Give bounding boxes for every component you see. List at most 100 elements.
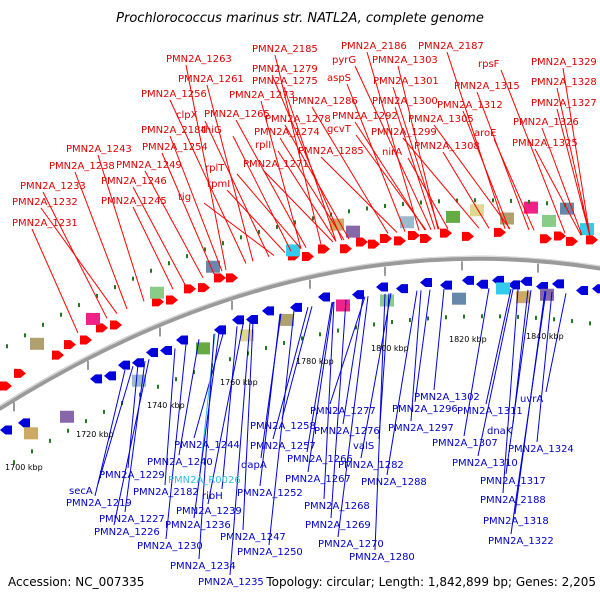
feature-tile	[446, 210, 460, 223]
gene-label-top: clpX	[176, 110, 198, 121]
callout-line-top	[366, 51, 420, 231]
ring-tick	[427, 316, 429, 321]
ring-tick	[474, 198, 476, 203]
callout-line-bottom	[414, 289, 431, 403]
ring-tick	[168, 261, 170, 266]
gene-label-bottom: PMN2A_1282	[338, 460, 404, 471]
ring-tick	[535, 315, 537, 320]
forward-gene-arrow	[420, 233, 432, 243]
forward-gene-arrow	[368, 239, 380, 249]
gene-label-bottom: PMN2A_1296	[392, 404, 458, 415]
genome-backbone-highlight	[0, 255, 600, 407]
forward-gene-arrow	[198, 283, 210, 293]
callout-line-bottom	[536, 291, 553, 443]
gene-label-top: PMN2A_1249	[116, 160, 182, 171]
callout-line-bottom	[272, 307, 309, 440]
gene-label-bottom: PMN2A_1219	[66, 498, 132, 509]
ring-tick	[6, 344, 8, 349]
callout-line-top	[311, 106, 389, 234]
gene-label-top: rplI	[255, 140, 271, 151]
gene-label-top: PMN2A_1245	[101, 196, 167, 207]
ring-tick	[96, 293, 98, 298]
ring-tick	[438, 199, 440, 204]
gene-label-bottom: PMN2A_1240	[147, 457, 213, 468]
ring-tick	[355, 325, 357, 330]
reverse-gene-arrow	[440, 280, 452, 290]
callout-line-bottom	[545, 293, 567, 393]
ring-tick	[67, 428, 69, 433]
callout-line-bottom	[193, 332, 220, 519]
gene-label-top: PMN2A_1305	[408, 114, 474, 125]
forward-gene-arrow	[462, 231, 474, 241]
callout-line-top	[433, 124, 511, 230]
gene-label-top: PMN2A_1263	[166, 54, 232, 65]
callout-line-top	[392, 86, 440, 230]
callout-line-bottom	[221, 326, 238, 490]
feature-tile	[336, 299, 350, 312]
gene-label-top: PMN2A_1256	[141, 89, 207, 100]
gene-label-bottom: PMN2A_1244	[174, 440, 240, 451]
ring-tick	[85, 419, 87, 424]
gene-label-bottom: PMN2A_2188	[480, 495, 546, 506]
callout-line-bottom	[97, 366, 134, 485]
ring-tick	[265, 345, 267, 350]
ring-tick	[402, 202, 404, 207]
genome-title: Prochlorococcus marinus str. NATL2A, com…	[116, 11, 484, 26]
gene-label-bottom: PMN2A_1324	[508, 444, 574, 455]
feature-tile	[196, 342, 210, 355]
ring-tick	[42, 322, 44, 327]
gene-label-top: PMN2A_1231	[12, 218, 78, 229]
forward-gene-arrow	[64, 340, 76, 350]
gene-label-bottom: PMN2A_1288	[361, 477, 427, 488]
gene-label-top: nirA	[382, 147, 402, 158]
gene-label-bottom: PMN2A_1317	[480, 476, 546, 487]
ring-tick	[240, 235, 242, 240]
callout-line-top	[97, 154, 145, 302]
gene-label-top: PMN2A_2187	[418, 41, 484, 52]
gene-label-top: PMN2A_1265	[204, 109, 270, 120]
feature-tile	[496, 282, 510, 295]
scale-label-1740: 1740 kbp	[147, 401, 185, 410]
ring-tick	[229, 357, 231, 362]
gene-label-top: aroE	[474, 128, 496, 139]
callout-line-top	[500, 69, 566, 234]
forward-gene-arrow	[318, 244, 330, 254]
gene-label-bottom: PMN2A_1277	[310, 406, 376, 417]
callout-line-bottom	[307, 301, 334, 473]
ring-tick	[510, 198, 512, 203]
callout-line-top	[144, 170, 204, 279]
accession-text: Accession: NC_007335	[8, 575, 144, 589]
reverse-gene-arrow	[132, 358, 144, 368]
ring-tick	[348, 209, 350, 214]
ring-tick	[186, 254, 188, 259]
gene-label-top: pyrG	[332, 55, 356, 66]
gene-label-bottom: secA	[69, 486, 93, 497]
reverse-gene-arrow	[576, 286, 588, 296]
gene-label-bottom: PMN2A_1280	[349, 552, 415, 563]
callout-line-top	[132, 186, 186, 285]
forward-gene-arrow	[80, 335, 92, 345]
gene-label-top: PMN2A_1286	[292, 96, 358, 107]
forward-gene-arrow	[356, 237, 368, 247]
callout-line-bottom	[485, 288, 512, 405]
forward-gene-arrow	[52, 350, 64, 360]
gene-label-top: PMN2A_1261	[178, 74, 244, 85]
callout-line-top	[271, 74, 343, 241]
ring-tick	[528, 199, 530, 204]
ring-tick	[312, 216, 314, 221]
forward-gene-arrow	[110, 320, 122, 330]
callout-line-top	[226, 189, 286, 253]
callout-line-bottom	[463, 288, 490, 437]
scale-label-1840: 1840 kbp	[526, 332, 564, 341]
ring-tick	[463, 314, 465, 319]
gene-label-bottom: PMN2A_1322	[488, 536, 554, 547]
callout-line-top	[446, 51, 506, 229]
scale-ticks: 1700 kbp 1720 kbp 1740 kbp 1760 kbp 1780…	[5, 261, 564, 472]
callout-line-top	[74, 171, 128, 310]
feature-tile	[280, 313, 294, 326]
gene-label-bottom: PMN2A_1235	[198, 577, 264, 588]
callout-line-bottom	[374, 293, 386, 551]
callout-line-top	[260, 100, 302, 249]
gene-label-top: PMN2A_1246	[101, 176, 167, 187]
forward-gene-labels: PMN2A_1263 PMN2A_2185 PMN2A_2186 PMN2A_2…	[12, 41, 597, 229]
